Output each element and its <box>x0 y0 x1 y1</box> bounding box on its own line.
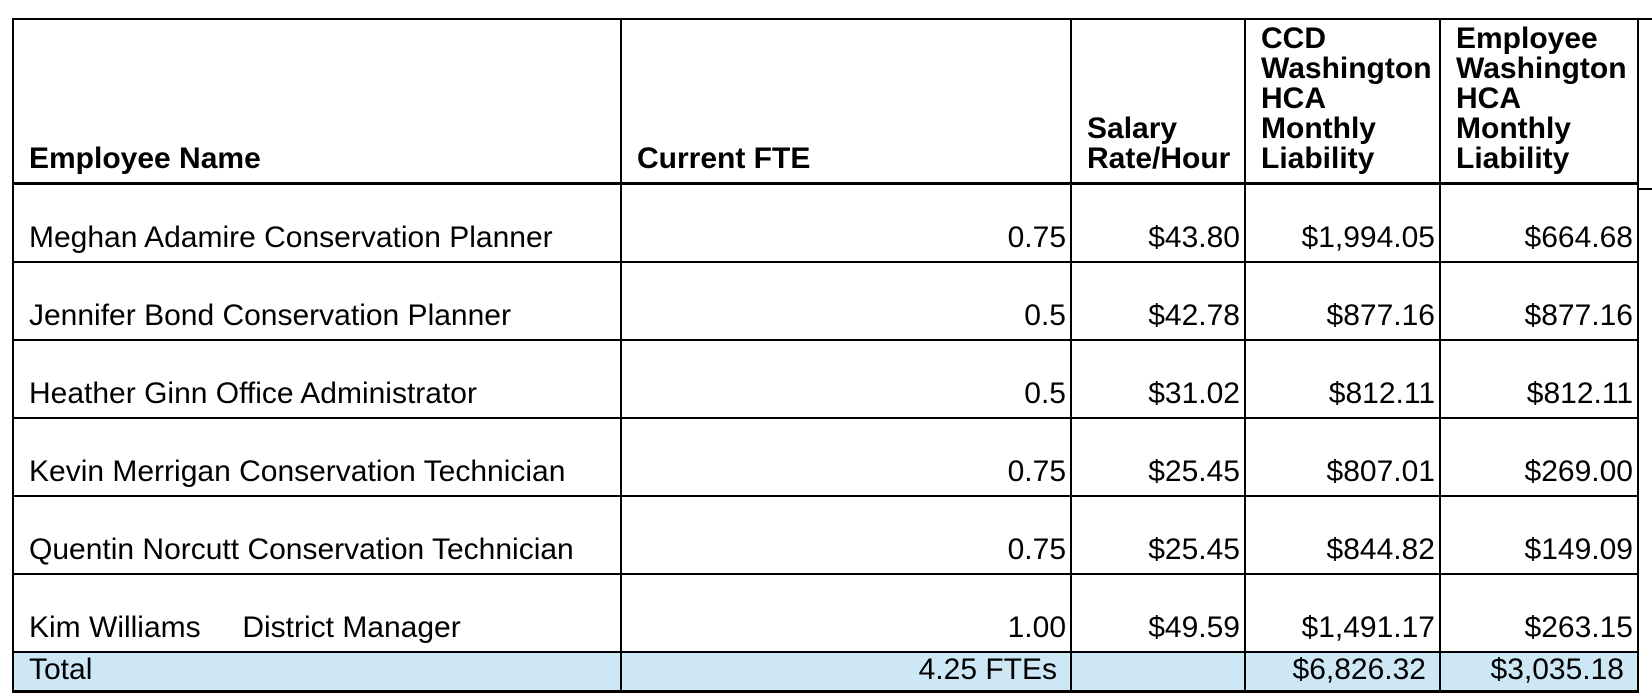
cell-ccd-liability[interactable]: $1,994.05 <box>1244 182 1441 263</box>
total-salary-rate[interactable] <box>1070 650 1246 692</box>
table-row: Quentin Norcutt Conservation Technician … <box>12 494 1639 575</box>
cell-salary-rate[interactable]: $25.45 <box>1070 416 1246 497</box>
cell-current-fte[interactable]: 0.5 <box>620 260 1072 341</box>
cell-employee-liability[interactable]: $149.09 <box>1439 494 1639 575</box>
header-cell-ccd-liability[interactable]: CCD Washington HCA Monthly Liability <box>1244 18 1441 185</box>
cell-employee-liability[interactable]: $812.11 <box>1439 338 1639 419</box>
cell-current-fte[interactable]: 0.5 <box>620 338 1072 419</box>
cell-employee-liability[interactable]: $877.16 <box>1439 260 1639 341</box>
table-row: Kevin Merrigan Conservation Technician 0… <box>12 416 1639 497</box>
cell-employee-name[interactable]: Heather Ginn Office Administrator <box>12 338 622 419</box>
table-row: Kim Williams District Manager 1.00 $49.5… <box>12 572 1639 653</box>
cell-ccd-liability[interactable]: $1,491.17 <box>1244 572 1441 653</box>
header-cell-employee-liability[interactable]: Employee Washington HCA Monthly Liabilit… <box>1439 18 1639 185</box>
payroll-table: Employee Name Current FTE Salary Rate/Ho… <box>12 18 1639 693</box>
cell-employee-name[interactable]: Meghan Adamire Conservation Planner <box>12 182 622 263</box>
cell-current-fte[interactable]: 1.00 <box>620 572 1072 653</box>
total-ccd-liability[interactable]: $6,826.32 <box>1244 650 1441 692</box>
cell-employee-name[interactable]: Kevin Merrigan Conservation Technician <box>12 416 622 497</box>
total-fte[interactable]: 4.25 FTEs <box>620 650 1072 692</box>
header-cell-current-fte[interactable]: Current FTE <box>620 18 1072 185</box>
table-row: Jennifer Bond Conservation Planner 0.5 $… <box>12 260 1639 341</box>
cell-current-fte[interactable]: 0.75 <box>620 416 1072 497</box>
cell-salary-rate[interactable]: $25.45 <box>1070 494 1246 575</box>
cell-ccd-liability[interactable]: $877.16 <box>1244 260 1441 341</box>
table-row: Heather Ginn Office Administrator 0.5 $3… <box>12 338 1639 419</box>
cell-ccd-liability[interactable]: $807.01 <box>1244 416 1441 497</box>
cell-employee-name[interactable]: Jennifer Bond Conservation Planner <box>12 260 622 341</box>
cell-current-fte[interactable]: 0.75 <box>620 494 1072 575</box>
cell-salary-rate[interactable]: $43.80 <box>1070 182 1246 263</box>
cell-employee-name[interactable]: Quentin Norcutt Conservation Technician <box>12 494 622 575</box>
cell-current-fte[interactable]: 0.75 <box>620 182 1072 263</box>
header-cell-salary-rate[interactable]: Salary Rate/Hour <box>1070 18 1246 185</box>
table-row: Meghan Adamire Conservation Planner 0.75… <box>12 182 1639 263</box>
cell-employee-liability[interactable]: $263.15 <box>1439 572 1639 653</box>
cell-ccd-liability[interactable]: $812.11 <box>1244 338 1441 419</box>
cutoff-column-header-border <box>1637 188 1652 190</box>
cell-salary-rate[interactable]: $49.59 <box>1070 572 1246 653</box>
header-cell-employee-name[interactable]: Employee Name <box>12 18 622 185</box>
cell-salary-rate[interactable]: $31.02 <box>1070 338 1246 419</box>
total-row: Total 4.25 FTEs $6,826.32 $3,035.18 <box>12 650 1639 692</box>
total-label[interactable]: Total <box>12 650 622 692</box>
header-row: Employee Name Current FTE Salary Rate/Ho… <box>12 18 1639 185</box>
cell-employee-name[interactable]: Kim Williams District Manager <box>12 572 622 653</box>
cell-salary-rate[interactable]: $42.78 <box>1070 260 1246 341</box>
cell-ccd-liability[interactable]: $844.82 <box>1244 494 1441 575</box>
cell-employee-liability[interactable]: $269.00 <box>1439 416 1639 497</box>
cutoff-column-top-border <box>1635 18 1652 20</box>
cell-employee-liability[interactable]: $664.68 <box>1439 182 1639 263</box>
total-employee-liability[interactable]: $3,035.18 <box>1439 650 1639 692</box>
